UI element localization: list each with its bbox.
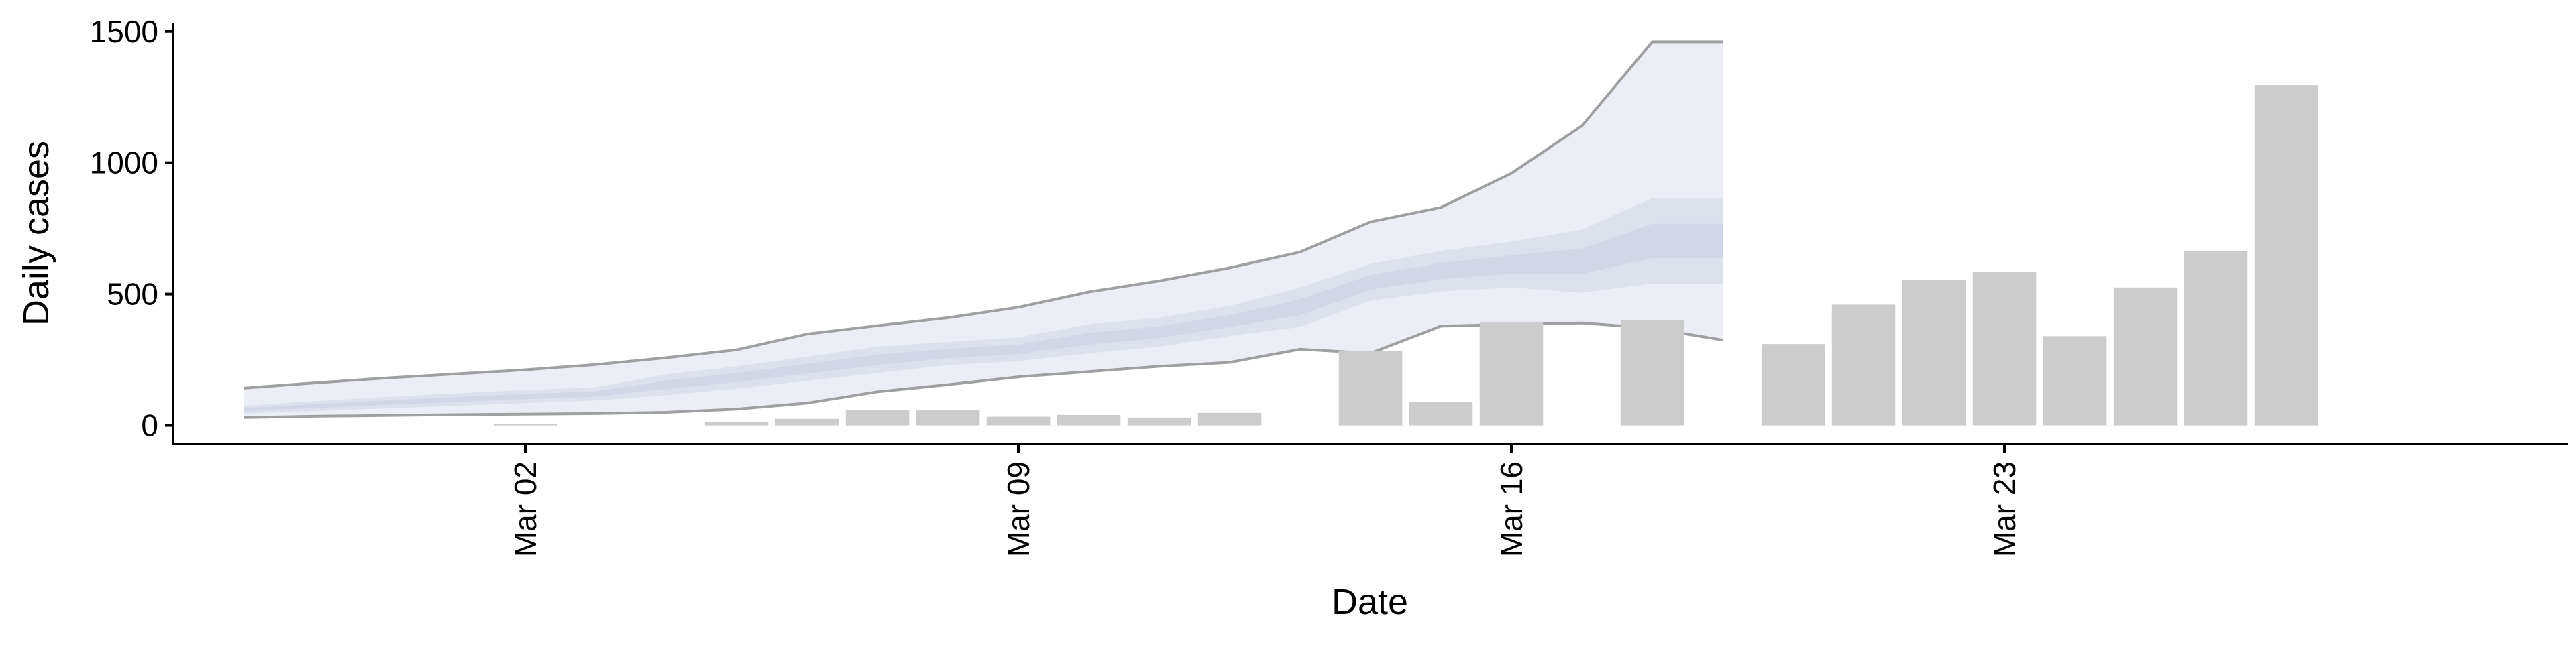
ci-upper-line [243,40,1723,390]
daily-cases-bar [2043,336,2107,426]
x-tick-label: Mar 23 [1987,461,2022,557]
daily-cases-bar [1761,344,1825,426]
daily-cases-bar [1831,304,1896,426]
daily-cases-bar [493,424,557,426]
daily-cases-bar [1057,414,1121,426]
x-axis-title: Date [1332,582,1408,622]
x-tick-label: Mar 09 [1001,461,1036,557]
axes-layer [172,23,2568,445]
x-tick-label: Mar 16 [1494,461,1529,557]
daily-cases-bar [986,416,1051,426]
daily-cases-bar [704,422,769,426]
y-tick-layer: 0 500 1000 1500 [90,14,173,443]
y-tick-label: 500 [107,277,158,312]
daily-cases-bar [1197,412,1262,426]
daily-cases-bar [2184,251,2248,426]
daily-cases-bar [916,410,980,426]
daily-cases-bar [845,410,910,426]
y-tick-label: 1000 [90,145,158,180]
x-tick-label: Mar 02 [508,461,543,557]
daily-cases-bar [2254,85,2318,426]
daily-cases-bar [1338,350,1403,426]
y-axis-title: Daily cases [16,141,56,326]
daily-cases-bar [1127,417,1191,426]
ci-outer-band [244,42,1723,418]
daily-cases-bar [1902,280,1966,426]
x-tick-layer: Mar 02 Mar 09 Mar 16 Mar 23 [508,444,2022,557]
daily-cases-bar [1972,272,2037,426]
y-tick-label: 1500 [90,14,158,49]
daily-cases-bar [775,418,839,426]
estimate-band-layer [243,40,1723,419]
ci-lower-line [243,321,1723,419]
daily-cases-bar [1620,320,1684,426]
daily-cases-bar [1479,321,1544,426]
bar-layer [493,85,2318,426]
y-tick-label: 0 [141,408,158,443]
daily-cases-bar [2113,287,2178,426]
daily-cases-bar [1409,402,1473,426]
